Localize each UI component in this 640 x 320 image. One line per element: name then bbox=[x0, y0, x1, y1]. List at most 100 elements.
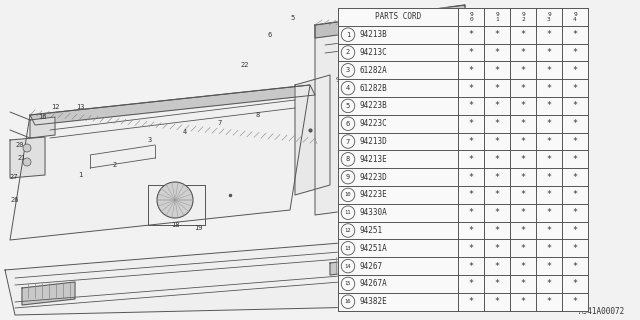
Text: 11: 11 bbox=[345, 210, 351, 215]
Text: 15: 15 bbox=[345, 281, 351, 286]
Text: *: * bbox=[468, 244, 474, 253]
Text: *: * bbox=[468, 155, 474, 164]
Text: *: * bbox=[573, 155, 577, 164]
Text: *: * bbox=[468, 226, 474, 235]
Circle shape bbox=[505, 252, 511, 258]
Circle shape bbox=[505, 237, 511, 243]
Circle shape bbox=[341, 81, 355, 95]
Text: *: * bbox=[547, 119, 552, 128]
Circle shape bbox=[341, 277, 355, 291]
Text: 94223E: 94223E bbox=[360, 190, 388, 199]
Text: 94382E: 94382E bbox=[360, 297, 388, 306]
Text: *: * bbox=[520, 48, 525, 57]
Text: *: * bbox=[547, 190, 552, 199]
Text: 1: 1 bbox=[78, 172, 82, 178]
Text: 9
1: 9 1 bbox=[495, 12, 499, 22]
Text: *: * bbox=[520, 66, 525, 75]
Text: 13: 13 bbox=[345, 246, 351, 251]
Text: *: * bbox=[547, 48, 552, 57]
Text: *: * bbox=[468, 119, 474, 128]
Text: *: * bbox=[468, 172, 474, 181]
Polygon shape bbox=[315, 5, 465, 215]
Text: 7: 7 bbox=[346, 139, 350, 145]
Text: 8: 8 bbox=[256, 112, 260, 118]
Text: A941A00072: A941A00072 bbox=[579, 308, 625, 316]
Text: 94223C: 94223C bbox=[360, 119, 388, 128]
Text: 94267A: 94267A bbox=[360, 279, 388, 288]
Text: *: * bbox=[547, 155, 552, 164]
Text: *: * bbox=[520, 172, 525, 181]
Text: 23: 23 bbox=[362, 240, 371, 246]
Text: *: * bbox=[495, 137, 499, 146]
Text: 94251A: 94251A bbox=[360, 244, 388, 253]
Text: *: * bbox=[520, 208, 525, 217]
Text: *: * bbox=[520, 84, 525, 92]
Text: *: * bbox=[520, 279, 525, 288]
Text: *: * bbox=[468, 101, 474, 110]
Text: 6: 6 bbox=[268, 32, 272, 38]
Text: *: * bbox=[547, 262, 552, 271]
Text: 11: 11 bbox=[461, 252, 470, 258]
Circle shape bbox=[341, 46, 355, 59]
Text: 18: 18 bbox=[171, 222, 179, 228]
Text: *: * bbox=[520, 262, 525, 271]
Text: 61282A: 61282A bbox=[360, 66, 388, 75]
Text: *: * bbox=[573, 279, 577, 288]
Text: *: * bbox=[495, 155, 499, 164]
Text: *: * bbox=[495, 101, 499, 110]
Text: 15: 15 bbox=[426, 209, 435, 215]
Text: 17: 17 bbox=[445, 244, 454, 250]
Text: *: * bbox=[547, 30, 552, 39]
Text: 3: 3 bbox=[346, 67, 350, 73]
Text: *: * bbox=[520, 101, 525, 110]
Text: *: * bbox=[547, 244, 552, 253]
Text: *: * bbox=[547, 66, 552, 75]
Text: *: * bbox=[495, 84, 499, 92]
Text: *: * bbox=[573, 297, 577, 306]
Circle shape bbox=[341, 117, 355, 131]
Text: *: * bbox=[495, 172, 499, 181]
Text: 20: 20 bbox=[16, 142, 24, 148]
Circle shape bbox=[341, 153, 355, 166]
Text: 22: 22 bbox=[241, 62, 249, 68]
Circle shape bbox=[23, 158, 31, 166]
Text: 14: 14 bbox=[345, 264, 351, 268]
Text: 5: 5 bbox=[346, 103, 350, 109]
Polygon shape bbox=[380, 195, 520, 250]
Text: 9
0: 9 0 bbox=[469, 12, 473, 22]
Text: *: * bbox=[573, 226, 577, 235]
Text: *: * bbox=[468, 279, 474, 288]
Text: *: * bbox=[547, 84, 552, 92]
Text: 94213E: 94213E bbox=[360, 155, 388, 164]
Text: 26: 26 bbox=[11, 197, 19, 203]
Text: 2: 2 bbox=[113, 162, 117, 168]
Text: 9
3: 9 3 bbox=[547, 12, 551, 22]
Text: 94223D: 94223D bbox=[360, 172, 388, 181]
Text: PARTS CORD: PARTS CORD bbox=[375, 12, 421, 21]
Text: 94213D: 94213D bbox=[360, 137, 388, 146]
Text: 8: 8 bbox=[346, 156, 350, 162]
Circle shape bbox=[451, 299, 463, 311]
Text: *: * bbox=[520, 137, 525, 146]
Text: *: * bbox=[495, 262, 499, 271]
Polygon shape bbox=[338, 8, 588, 311]
Text: *: * bbox=[520, 119, 525, 128]
Text: 2: 2 bbox=[346, 50, 350, 55]
Text: *: * bbox=[547, 101, 552, 110]
Text: *: * bbox=[573, 119, 577, 128]
Text: *: * bbox=[495, 244, 499, 253]
Text: 94251: 94251 bbox=[360, 226, 383, 235]
Text: *: * bbox=[547, 172, 552, 181]
Text: *: * bbox=[495, 208, 499, 217]
Text: *: * bbox=[468, 137, 474, 146]
Circle shape bbox=[23, 144, 31, 152]
Text: 9: 9 bbox=[336, 77, 340, 83]
Text: *: * bbox=[495, 30, 499, 39]
Text: *: * bbox=[520, 30, 525, 39]
Text: *: * bbox=[573, 48, 577, 57]
Text: *: * bbox=[495, 66, 499, 75]
Text: 12: 12 bbox=[345, 228, 351, 233]
Text: *: * bbox=[547, 226, 552, 235]
Text: 14: 14 bbox=[420, 197, 429, 203]
Text: *: * bbox=[468, 297, 474, 306]
